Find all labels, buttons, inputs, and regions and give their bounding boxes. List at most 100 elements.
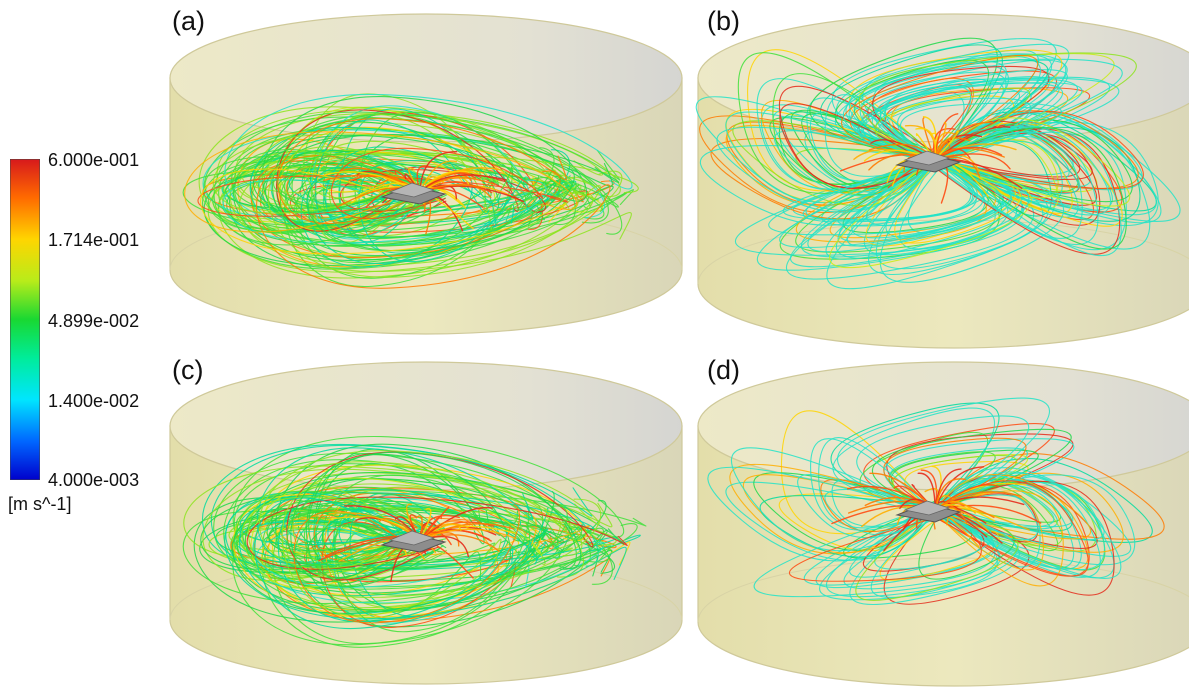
streamline — [249, 127, 529, 225]
streamline — [892, 454, 1017, 512]
streamline — [825, 159, 1023, 260]
streamline — [849, 509, 1020, 606]
streamline — [279, 514, 591, 557]
streamline — [871, 428, 1072, 516]
panel-label-b: (b) — [707, 6, 740, 36]
streamline — [779, 103, 936, 189]
colorbar-unit: [m s^-1] — [8, 494, 72, 514]
streamline — [925, 473, 1092, 540]
streamline — [258, 450, 600, 569]
streamline — [820, 44, 1003, 161]
impeller-b — [895, 150, 962, 173]
streamline — [253, 486, 554, 584]
streamline — [729, 463, 936, 555]
streamline — [256, 155, 611, 289]
streamline — [842, 61, 1007, 161]
streamline — [246, 496, 628, 570]
tank-bottom-rim-d — [697, 557, 1189, 623]
tank-bottom-rim-b — [697, 219, 1189, 285]
streamline — [225, 496, 584, 597]
streamline — [899, 102, 1062, 161]
streamline — [271, 478, 546, 551]
streamline — [323, 113, 500, 233]
streamline — [829, 159, 1032, 269]
panel-label-a: (a) — [172, 6, 205, 36]
streamline — [931, 453, 1165, 540]
streamline-core — [934, 491, 1022, 511]
streamline — [249, 134, 529, 214]
streamline — [256, 447, 533, 567]
streamline — [837, 397, 1050, 514]
colorbar-tick-2: 1.714e-001 — [48, 230, 140, 250]
impeller-hub — [388, 530, 436, 546]
streamline — [826, 153, 1055, 290]
streamline — [807, 157, 1012, 253]
streamline — [874, 87, 1030, 161]
impeller-hub — [388, 182, 436, 198]
impeller-hub — [903, 500, 951, 516]
streamline — [870, 509, 1018, 598]
streamline — [934, 126, 1141, 222]
streamline-core — [419, 506, 450, 541]
colorbar-gradient — [9, 158, 41, 481]
streamlines-c — [182, 436, 647, 648]
streamline — [933, 110, 1139, 190]
streamline — [304, 499, 568, 596]
impeller-d — [895, 500, 962, 523]
streamline — [223, 459, 560, 580]
streamline — [311, 113, 492, 244]
streamline — [802, 157, 978, 223]
streamline — [928, 135, 1083, 239]
streamline — [244, 497, 531, 567]
streamline — [290, 451, 582, 588]
streamline — [849, 509, 993, 578]
streamline — [934, 119, 1133, 203]
streamline — [934, 480, 1058, 530]
colorbar-tick-max: 6.000e-001 — [48, 150, 140, 170]
streamline — [263, 117, 591, 225]
streamline — [730, 447, 936, 552]
streamline-core — [419, 528, 517, 541]
impeller-hub — [903, 150, 951, 166]
streamline — [933, 131, 1099, 245]
streamline — [307, 182, 548, 238]
streamline — [276, 153, 497, 201]
streamline — [321, 474, 538, 577]
streamline — [934, 125, 1111, 216]
streamline — [934, 480, 1115, 596]
streamline — [933, 110, 1144, 190]
streamline — [213, 111, 623, 246]
streamline — [250, 477, 543, 588]
streamline — [805, 159, 974, 222]
streamline — [266, 501, 521, 552]
streamline — [835, 43, 1070, 163]
streamline — [934, 458, 1153, 543]
streamlines-d — [707, 397, 1165, 606]
streamline — [810, 438, 936, 531]
streamline — [276, 109, 519, 232]
impeller-a — [380, 182, 447, 205]
streamline — [725, 111, 936, 204]
streamline — [200, 491, 565, 570]
streamline — [184, 131, 578, 233]
streamline — [924, 474, 1136, 566]
streamline — [850, 59, 1068, 165]
streamline — [865, 155, 984, 227]
streamline — [183, 465, 583, 559]
streamline — [865, 159, 1016, 247]
streamline — [284, 488, 534, 544]
colorbar-tick-min: 4.000e-003 — [48, 470, 140, 490]
streamline — [832, 407, 996, 517]
streamline — [241, 496, 602, 598]
streamline — [854, 53, 1115, 165]
streamline — [858, 52, 1137, 164]
streamline — [316, 151, 466, 193]
streamline — [918, 506, 1015, 580]
streamline — [894, 154, 1021, 244]
streamline — [253, 134, 620, 214]
streamline — [710, 137, 942, 220]
streamline — [310, 105, 531, 240]
streamline — [315, 119, 490, 236]
streamline — [874, 509, 982, 570]
